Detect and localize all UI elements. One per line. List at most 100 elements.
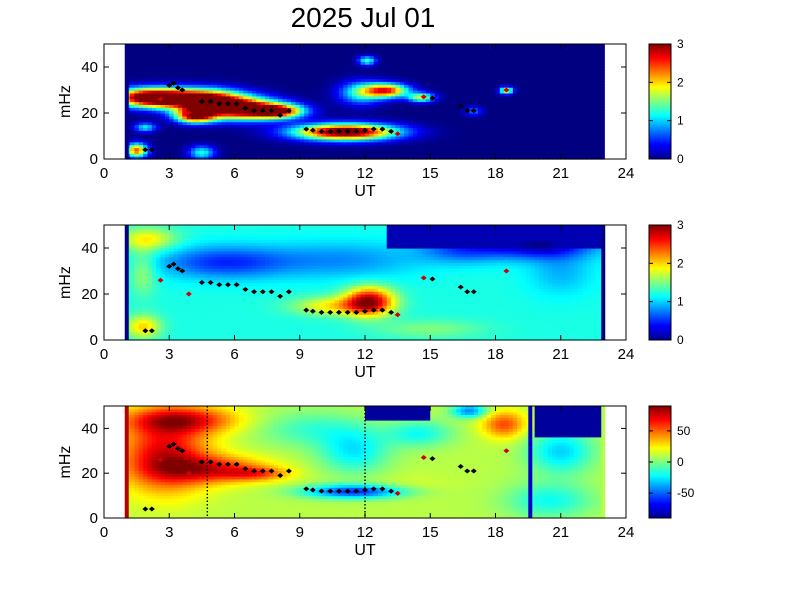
heatmap-cell (230, 113, 236, 117)
heatmap-cell (408, 147, 414, 151)
heatmap-cell (417, 136, 423, 140)
heatmap-cell (221, 156, 227, 160)
heatmap-cell (456, 61, 462, 65)
heatmap-cell (173, 133, 179, 137)
heatmap-cell (586, 44, 592, 48)
heatmap-cell (434, 144, 440, 149)
heatmap-cell (456, 150, 462, 154)
heatmap-cell (478, 72, 484, 77)
heatmap-cell (204, 55, 209, 59)
heatmap-cell (243, 133, 249, 137)
heatmap-cell (177, 127, 183, 131)
heatmap-cell (452, 55, 457, 59)
heatmap-cell (243, 147, 249, 151)
heatmap-cell (304, 95, 310, 100)
heatmap-cell (317, 67, 323, 71)
heatmap-cell (391, 110, 397, 114)
heatmap-cell (260, 64, 266, 68)
heatmap-cell (221, 136, 227, 140)
heatmap-cell (443, 147, 449, 151)
heatmap-cell (469, 84, 475, 88)
heatmap-cell (308, 90, 314, 94)
heatmap-cell (408, 95, 414, 100)
heatmap-cell (408, 150, 414, 154)
heatmap-cell (469, 136, 475, 140)
heatmap-cell (308, 75, 314, 80)
heatmap-cell (234, 147, 240, 151)
heatmap-cell (151, 90, 157, 94)
heatmap-cell (182, 69, 188, 74)
heatmap-cell (382, 136, 388, 140)
heatmap-cell (243, 101, 249, 105)
heatmap-cell (412, 69, 418, 74)
heatmap-cell (278, 75, 283, 80)
heatmap-cell (177, 92, 183, 97)
heatmap-cell (186, 69, 192, 74)
heatmap-cell (325, 78, 331, 82)
heatmap-cell (460, 87, 466, 91)
heatmap-cell (347, 49, 353, 54)
heatmap-cell (404, 64, 410, 68)
heatmap-cell (495, 138, 501, 143)
heatmap-cell (347, 75, 353, 80)
heatmap-cell (151, 81, 157, 85)
heatmap-cell (356, 101, 362, 105)
heatmap-cell (317, 124, 323, 128)
heatmap-cell (356, 118, 362, 123)
heatmap-cell (212, 138, 218, 143)
heatmap-cell (177, 52, 183, 57)
heatmap-cell (351, 107, 357, 111)
heatmap-cell (486, 58, 492, 62)
heatmap-cell (295, 150, 301, 154)
heatmap-cell (399, 107, 405, 111)
heatmap-cell (425, 113, 431, 117)
heatmap-cell (273, 49, 279, 54)
heatmap-cell (199, 46, 205, 51)
heatmap-cell (382, 107, 388, 111)
heatmap-cell (243, 124, 249, 128)
heatmap-cell (260, 144, 266, 149)
heatmap-cell (438, 104, 444, 108)
heatmap-cell (243, 90, 249, 94)
heatmap-cell (417, 144, 423, 149)
heatmap-cell (456, 81, 462, 85)
heatmap-cell (138, 104, 144, 108)
heatmap-cell (164, 150, 170, 154)
heatmap-cell (312, 156, 318, 160)
heatmap-cell (386, 78, 392, 82)
heatmap-cell (143, 136, 149, 140)
heatmap-cell (482, 49, 488, 54)
heatmap-cell (486, 144, 492, 149)
heatmap-cell (430, 101, 436, 105)
heatmap-cell (508, 90, 514, 94)
heatmap-cell (338, 84, 344, 88)
heatmap-cell (391, 75, 397, 80)
heatmap-cell (217, 78, 223, 82)
heatmap-cell (465, 46, 470, 51)
heatmap-cell (147, 58, 153, 62)
heatmap-cell (304, 64, 310, 68)
heatmap-cell (156, 153, 162, 157)
heatmap-cell (417, 58, 423, 62)
heatmap-cell (334, 64, 340, 68)
heatmap-cell (169, 95, 175, 100)
heatmap-cell (338, 61, 344, 65)
heatmap-cell (134, 98, 140, 103)
heatmap-cell (321, 58, 327, 62)
heatmap-cell (282, 124, 288, 128)
heatmap-cell (169, 156, 175, 160)
heatmap-cell (195, 104, 201, 108)
heatmap-cell (452, 101, 457, 105)
heatmap-cell (508, 147, 514, 151)
heatmap-cell (138, 55, 144, 59)
heatmap-cell (269, 127, 275, 131)
heatmap-cell (291, 90, 296, 94)
heatmap-cell (499, 46, 505, 51)
heatmap-cell (269, 133, 275, 137)
heatmap-cell (317, 121, 323, 126)
heatmap-cell (495, 44, 501, 48)
heatmap-cell (391, 49, 397, 54)
heatmap-cell (478, 92, 484, 97)
heatmap-cell (495, 113, 501, 117)
